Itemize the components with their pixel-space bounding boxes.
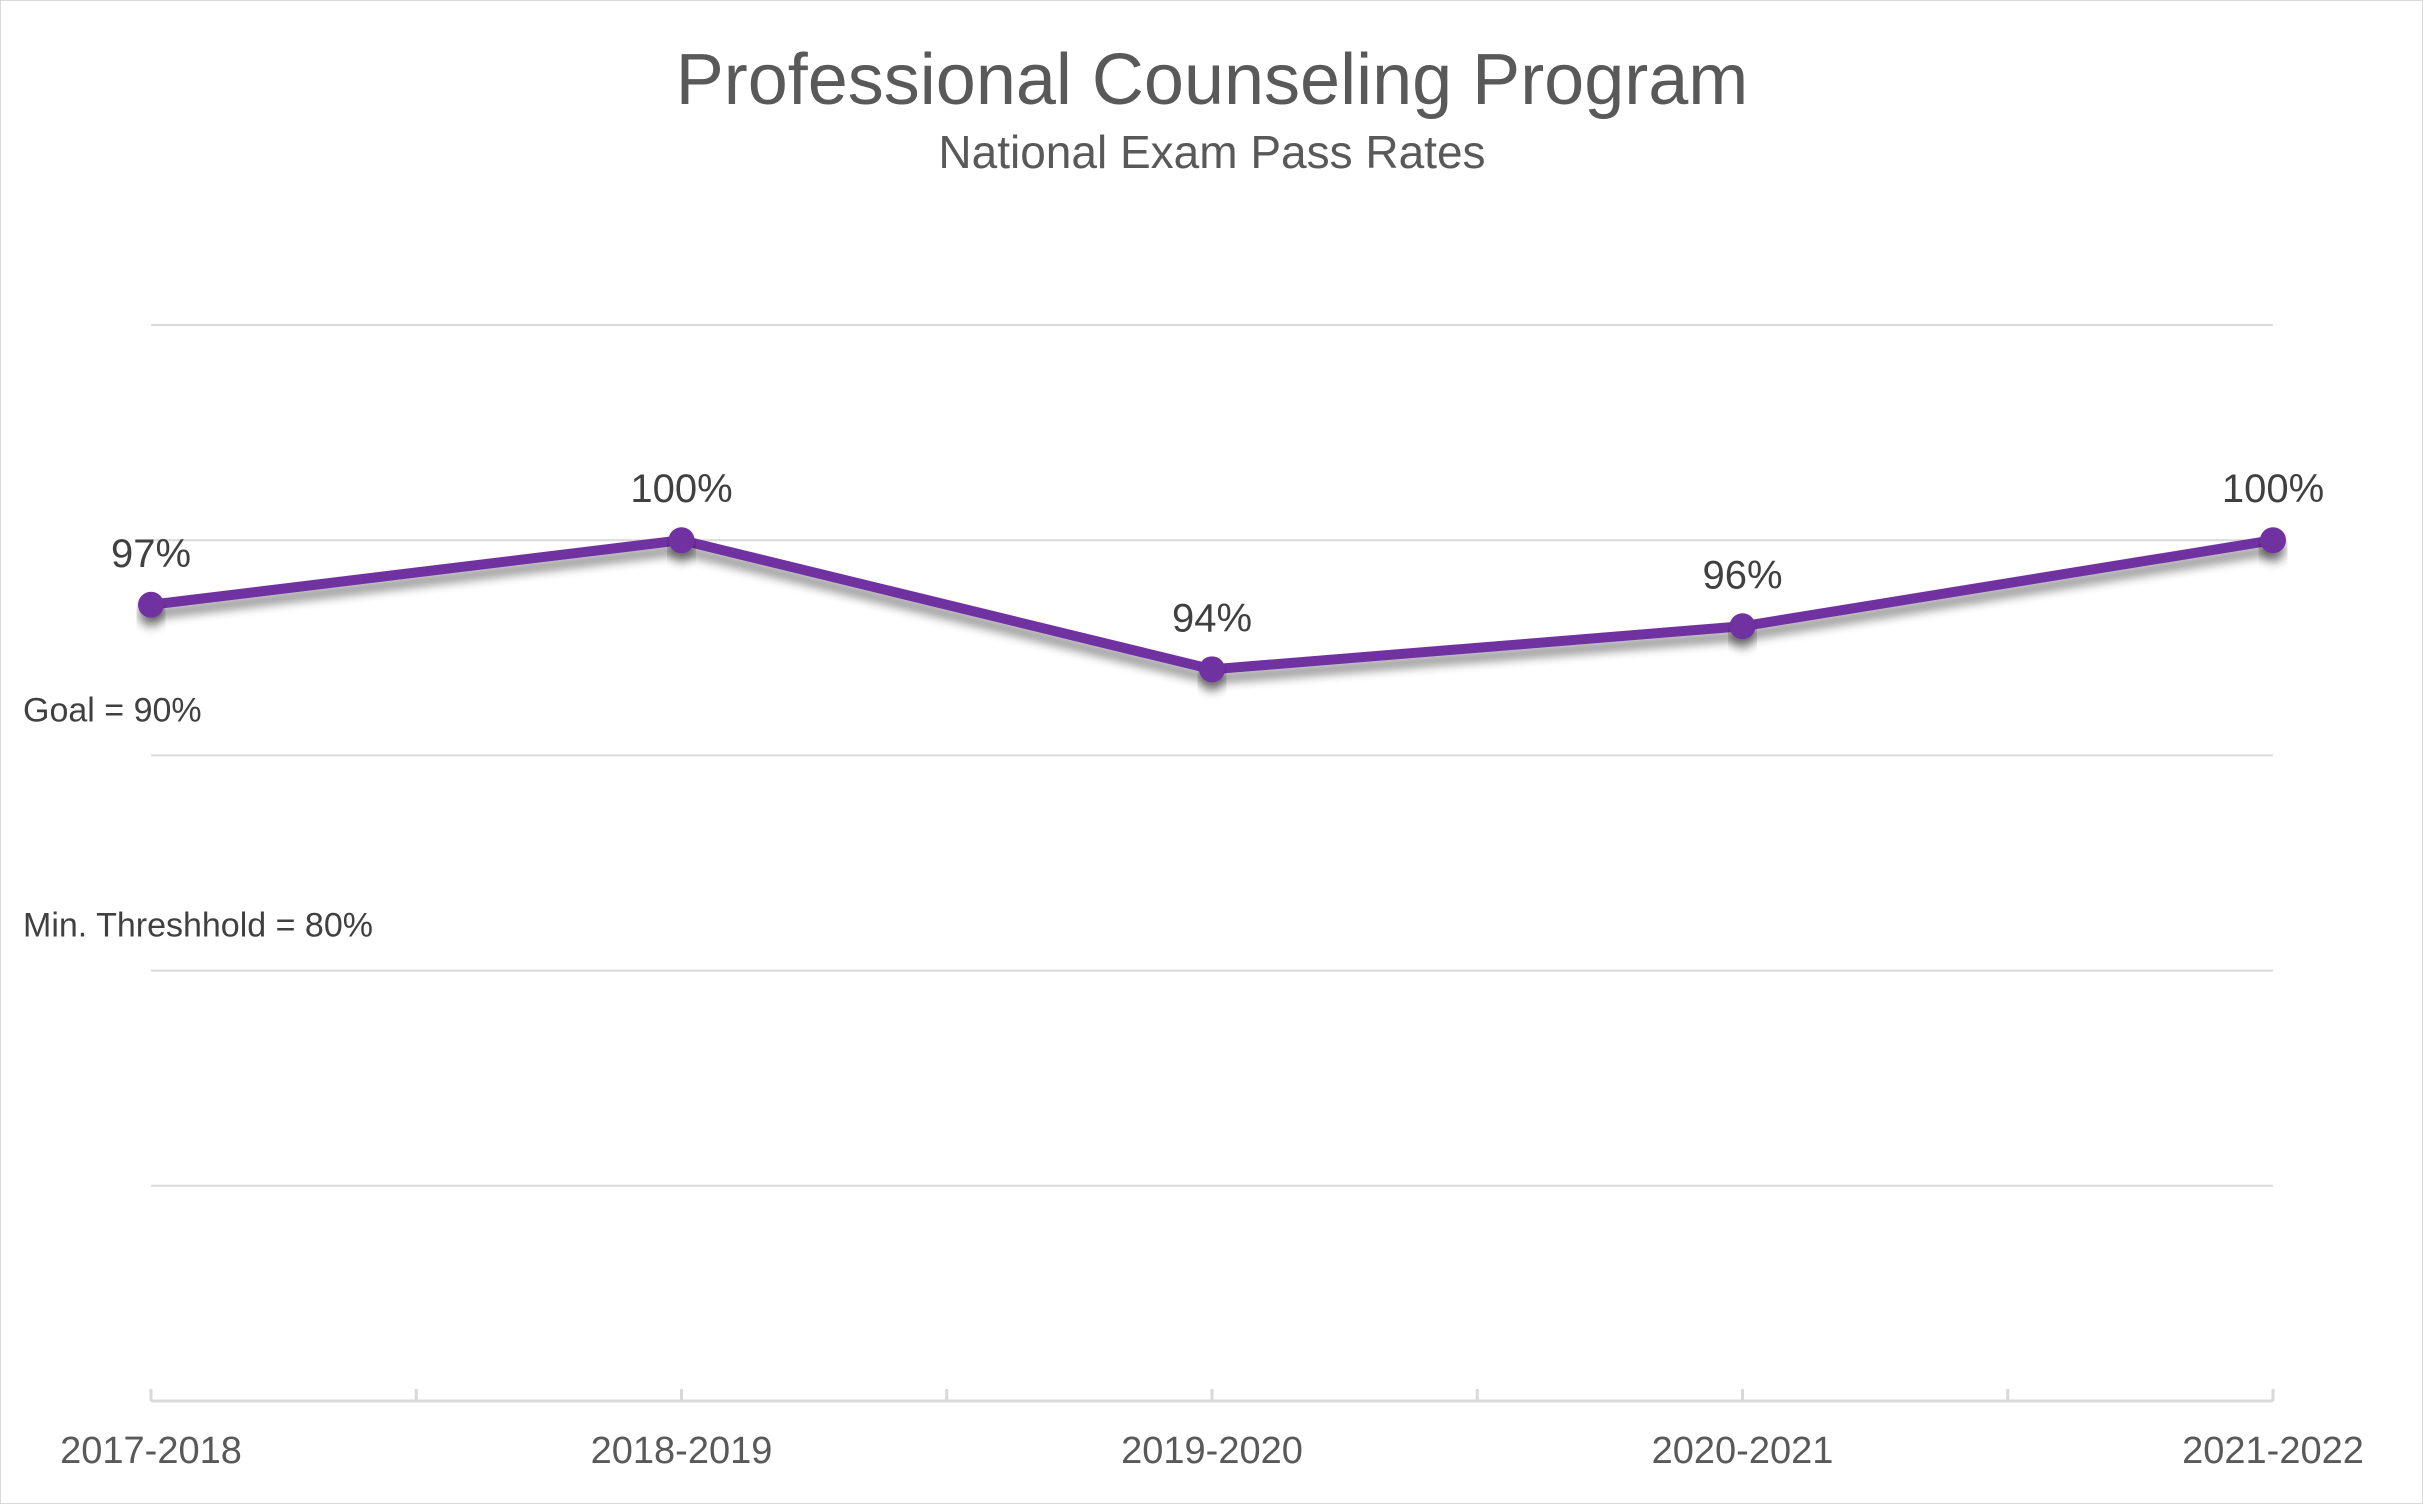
series-layer (138, 527, 2286, 683)
data-point (2260, 527, 2286, 554)
data-labels: 97% 100% 94% 96% 100% (111, 467, 2324, 640)
chart-title: Professional Counseling Program (676, 40, 1749, 120)
data-label: 94% (1172, 596, 1252, 640)
data-label: 97% (111, 532, 191, 576)
data-point (668, 527, 695, 554)
data-label: 96% (1702, 553, 1782, 597)
x-tick-label: 2019-2020 (1121, 1430, 1303, 1472)
reference-lines: Goal = 90% Min. Threshhold = 80% (23, 691, 2273, 978)
chart-subtitle: National Exam Pass Rates (938, 126, 1485, 178)
data-label: 100% (2222, 467, 2324, 511)
x-tick-label: 2017-2018 (60, 1430, 242, 1472)
data-point (1729, 613, 1756, 640)
data-point (1199, 656, 1225, 683)
data-label: 100% (630, 467, 732, 511)
x-tick-label: 2020-2021 (1652, 1430, 1834, 1472)
x-tick-label: 2018-2019 (591, 1430, 773, 1472)
data-point (138, 591, 164, 618)
x-axis: 2017-2018 2018-2019 2019-2020 2020-2021 2021… (60, 1389, 2364, 1472)
goal-label: Goal = 90% (23, 691, 202, 729)
threshold-label: Min. Threshhold = 80% (23, 907, 373, 945)
x-tick-label: 2021-2022 (2182, 1430, 2364, 1472)
